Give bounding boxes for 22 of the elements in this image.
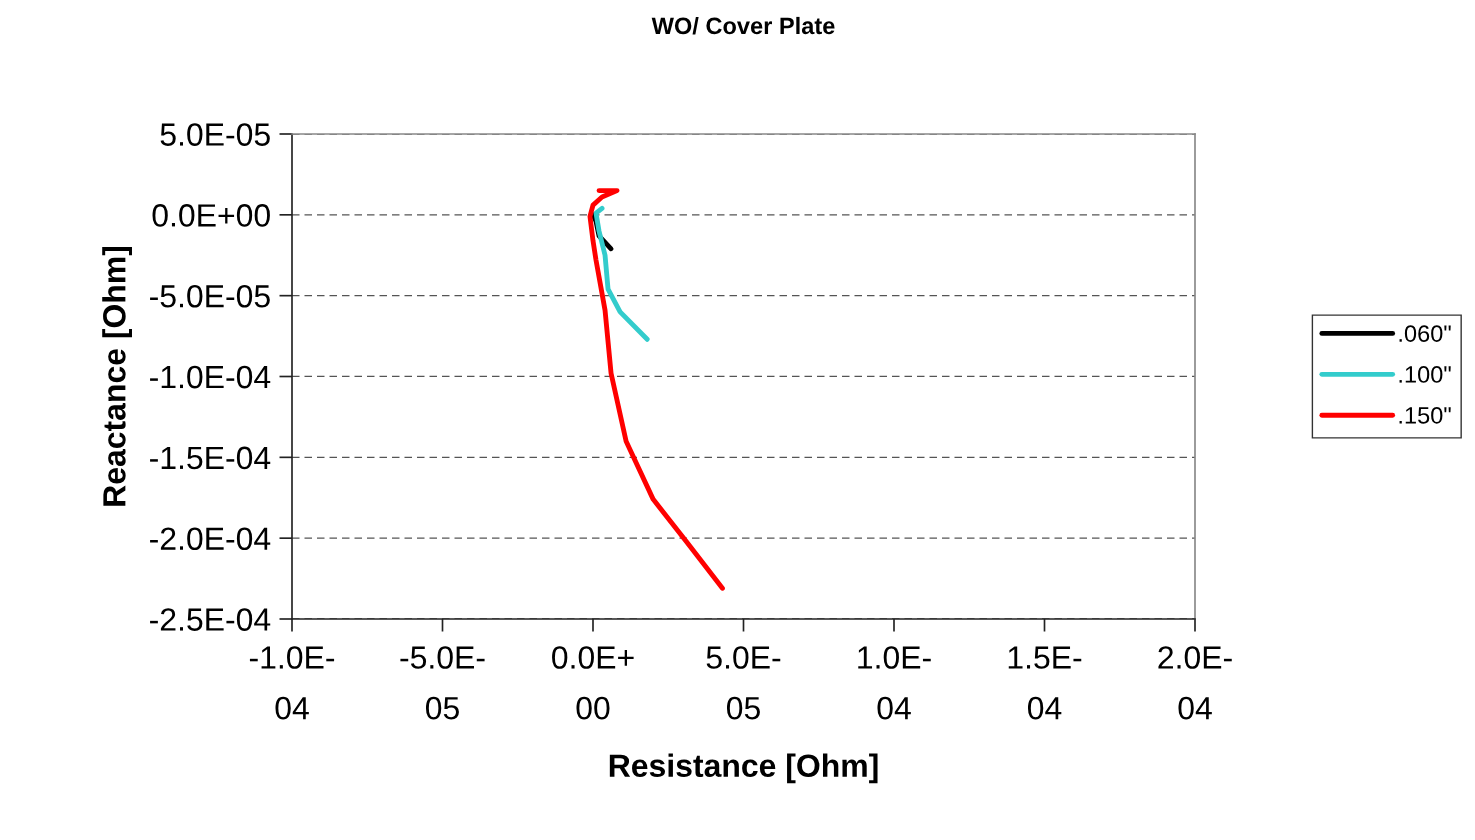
y-tick-label: -2.0E-04 bbox=[150, 527, 271, 551]
line-series bbox=[593, 205, 650, 342]
x-tick-label: -1.0E-04 bbox=[249, 646, 335, 720]
legend-label: .060" bbox=[1399, 325, 1451, 342]
x-tick-label: 5.0E-05 bbox=[706, 646, 781, 720]
y-tick-label: 5.0E-05 bbox=[160, 123, 270, 146]
y-tick-label: -2.5E-04 bbox=[150, 608, 271, 631]
line-series bbox=[587, 188, 725, 591]
chart-title: WO/ Cover Plate bbox=[651, 16, 835, 35]
legend-label: .150" bbox=[1399, 407, 1451, 424]
x-tick-label: 1.5E-04 bbox=[1008, 646, 1082, 720]
y-tick-label: -1.0E-04 bbox=[150, 365, 271, 389]
y-axis-title: Reactance [Ohm] bbox=[102, 246, 132, 506]
x-tick-label: 1.0E-04 bbox=[858, 646, 931, 720]
y-tick-label: 0.0E+00 bbox=[152, 204, 270, 227]
x-tick-label: -5.0E-05 bbox=[400, 646, 485, 720]
y-tick-label: -1.5E-04 bbox=[150, 446, 271, 470]
x-tick-label: 2.0E-04 bbox=[1158, 646, 1232, 720]
x-tick-label: 0.0E+00 bbox=[552, 646, 634, 720]
legend-label: .100" bbox=[1399, 366, 1451, 383]
y-tick-label: -5.0E-05 bbox=[150, 284, 270, 308]
x-axis-title: Resistance [Ohm] bbox=[609, 753, 878, 784]
